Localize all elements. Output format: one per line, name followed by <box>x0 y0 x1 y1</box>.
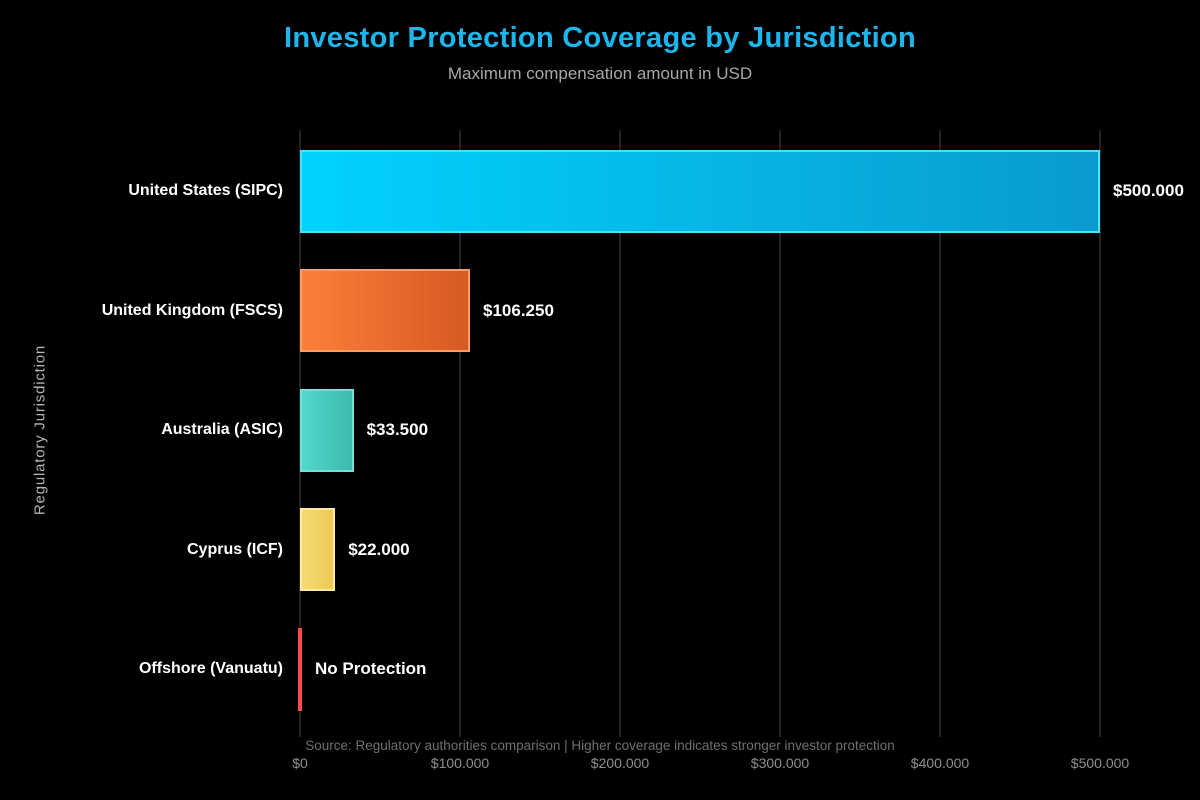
category-label: Offshore (Vanuatu) <box>138 660 283 677</box>
category-label: United Kingdom (FSCS) <box>101 301 283 319</box>
value-label: $22.000 <box>348 539 410 559</box>
x-tick-label: $100.000 <box>430 755 490 771</box>
gridline <box>779 130 781 737</box>
x-tick-label: $400.000 <box>910 755 970 771</box>
bar <box>300 269 470 352</box>
gridline <box>619 130 621 737</box>
value-label: $106.250 <box>483 300 554 320</box>
source-note: Source: Regulatory authorities compariso… <box>305 738 895 753</box>
x-tick-label: $0 <box>292 755 308 771</box>
bar <box>298 627 302 711</box>
x-tick-label: $300.000 <box>750 755 810 771</box>
gridline <box>939 130 941 737</box>
bar <box>300 508 336 591</box>
x-tick-label: $500.000 <box>1070 755 1130 771</box>
gridline <box>1099 130 1101 737</box>
category-label: United States (SIPC) <box>128 182 283 199</box>
category-label: Cyprus (ICF) <box>187 540 283 558</box>
value-label: $33.500 <box>366 420 429 439</box>
category-label: Australia (ASIC) <box>161 421 283 438</box>
bar <box>300 388 354 472</box>
plot-area <box>298 130 1160 737</box>
bar <box>300 149 1100 233</box>
chart-title: Investor Protection Coverage by Jurisdic… <box>283 22 916 54</box>
value-label: No Protection <box>315 659 427 678</box>
gridline <box>459 130 461 737</box>
value-label: $500.000 <box>1113 181 1184 200</box>
x-tick-label: $200.000 <box>590 755 650 771</box>
chart-subtitle: Maximum compensation amount in USD <box>447 64 753 83</box>
